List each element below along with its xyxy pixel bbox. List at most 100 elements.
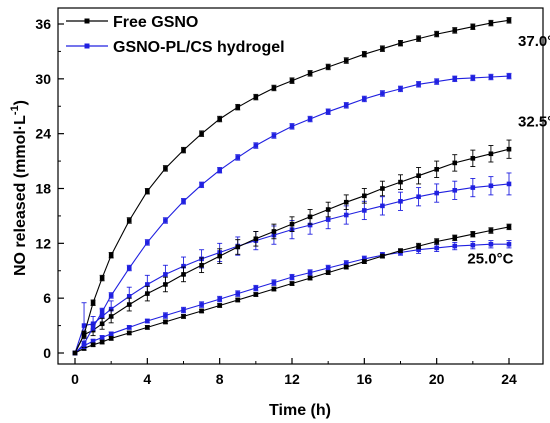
series-2-point-26 [506, 146, 512, 152]
series-2 [72, 139, 512, 356]
series-3-point-17 [343, 212, 349, 218]
y-tick-label-4: 24 [35, 126, 51, 142]
series-0-point-22 [434, 31, 439, 37]
series-4-point-22 [434, 239, 439, 244]
series-5-point-24 [470, 242, 476, 248]
series-0-line [74, 19, 510, 354]
series-4-point-21 [416, 243, 421, 249]
series-3-point-3 [99, 314, 105, 319]
series-3-point-15 [307, 222, 313, 228]
series-5-point-11 [235, 291, 241, 296]
series-0-point-9 [199, 131, 204, 136]
series-3-point-4 [108, 306, 114, 312]
series-5-point-7 [163, 313, 168, 318]
series-2-point-11 [235, 244, 241, 250]
series-2-point-18 [362, 193, 367, 199]
series-0-point-26 [506, 18, 512, 23]
x-tick-label-6: 24 [501, 371, 517, 387]
series-1-point-5 [126, 265, 132, 271]
series-5-point-25 [488, 241, 494, 247]
series-0-point-1 [81, 332, 87, 338]
series-1-point-7 [163, 218, 168, 223]
series-0-point-11 [235, 104, 241, 110]
series-4-point-13 [271, 286, 277, 292]
series-5-point-5 [126, 325, 132, 330]
series-3-point-6 [145, 282, 150, 287]
series-0-point-3 [99, 275, 105, 281]
plot-frame [57, 7, 544, 365]
series-3-point-18 [362, 208, 367, 213]
series-5-point-22 [434, 245, 439, 251]
series-3-point-21 [416, 194, 421, 200]
series-2-point-16 [325, 207, 331, 212]
series-4-point-24 [470, 231, 476, 237]
series-5-point-16 [325, 265, 331, 271]
series-4-point-8 [181, 314, 186, 319]
series-0-point-25 [488, 20, 494, 26]
series-0-point-5 [126, 218, 132, 223]
series-3-point-2 [90, 321, 96, 327]
series-4-line [74, 226, 510, 354]
series-2-point-3 [99, 321, 105, 327]
y-tick-label-6: 36 [35, 16, 51, 32]
series-2-point-13 [271, 229, 277, 234]
series-5-point-18 [362, 256, 367, 262]
legend: Free GSNO GSNO-PL/CS hydrogel [66, 14, 285, 56]
series-1-point-26 [506, 73, 512, 79]
series-1-point-4 [108, 293, 114, 298]
x-tick-label-0: 0 [71, 371, 79, 387]
series-2-point-5 [126, 302, 132, 307]
series-0-point-13 [271, 85, 277, 91]
series-4-point-10 [217, 303, 222, 308]
series-1-point-8 [181, 198, 186, 204]
series-2-point-17 [343, 199, 349, 205]
y-tick-label-5: 30 [35, 71, 51, 87]
series-1 [72, 72, 512, 356]
series-5-point-12 [253, 285, 259, 291]
series-4-point-14 [289, 281, 295, 286]
series-3-point-23 [452, 188, 458, 193]
series-1-point-2 [90, 325, 96, 330]
series-0-point-0 [72, 350, 78, 356]
y-axis-title-sup: -1 [9, 105, 21, 115]
series-0 [72, 17, 512, 356]
y-tick-label-3: 18 [35, 181, 51, 197]
series-3-point-7 [163, 272, 168, 277]
series-2-point-15 [307, 214, 313, 220]
series-3-point-1 [81, 323, 87, 328]
series-2-point-9 [199, 262, 204, 268]
series-0-point-18 [362, 51, 367, 57]
series-5-point-14 [289, 274, 295, 280]
series-1-point-23 [452, 76, 458, 82]
y-tick-label-1: 6 [43, 290, 51, 306]
series-0-point-4 [108, 252, 114, 258]
series-0-point-10 [217, 116, 222, 122]
series-4-point-25 [488, 228, 494, 233]
series-5-point-9 [199, 302, 204, 307]
series-1-point-12 [253, 143, 259, 148]
series-0-point-24 [470, 24, 476, 30]
series-5 [72, 240, 512, 356]
series-5-point-15 [307, 270, 313, 275]
legend-marker-free [84, 18, 90, 24]
series-1-point-11 [235, 155, 241, 160]
series-4-point-4 [108, 336, 114, 341]
y-axis-title-close: ) [12, 100, 29, 105]
x-tick-label-5: 20 [429, 371, 445, 387]
series-3-point-26 [506, 181, 512, 187]
series-1-point-16 [325, 109, 331, 115]
series-3-point-25 [488, 183, 494, 189]
series-2-point-6 [145, 291, 150, 296]
y-axis-title-dot: · [12, 125, 29, 130]
x-tick-label-4: 16 [357, 371, 373, 387]
series-3 [72, 172, 512, 356]
series-0-point-6 [145, 188, 150, 194]
series-5-point-10 [217, 296, 222, 302]
series-4-point-18 [362, 259, 367, 264]
series-4-point-20 [398, 248, 403, 253]
series-1-point-15 [307, 116, 313, 122]
series-0-point-16 [325, 64, 331, 70]
x-tick-label-1: 4 [143, 371, 151, 387]
series-2-point-8 [181, 272, 186, 277]
